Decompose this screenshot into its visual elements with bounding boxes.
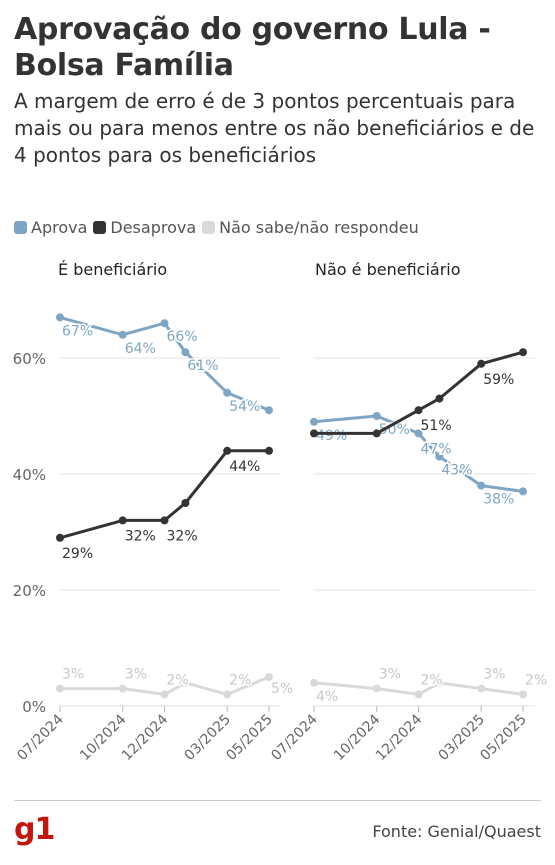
legend-swatch-nao-sabe	[202, 221, 216, 234]
data-label: 67%	[62, 323, 93, 339]
data-point	[519, 487, 527, 496]
series-line	[313, 414, 524, 493]
panel-title-beneficiario: É beneficiário	[58, 260, 168, 279]
data-label: 47%	[421, 441, 452, 457]
x-tick-label: 07/2024	[14, 711, 67, 764]
data-point	[435, 678, 444, 687]
data-point	[414, 690, 423, 699]
data-point	[118, 330, 127, 339]
data-point	[310, 429, 318, 438]
data-point	[310, 417, 318, 426]
series-line	[313, 681, 524, 696]
data-label: 4%	[316, 689, 338, 705]
data-point	[372, 429, 381, 438]
data-label: 29%	[62, 546, 93, 562]
data-label: 64%	[125, 341, 156, 357]
footer-divider	[14, 800, 541, 801]
data-point	[435, 452, 444, 461]
data-point	[56, 684, 64, 693]
legend-item-nao-sabe: Não sabe/não respondeu	[202, 218, 419, 237]
series-line	[314, 350, 524, 435]
data-point	[118, 516, 127, 525]
data-label: 38%	[483, 492, 514, 508]
legend-swatch-desaprova	[93, 221, 107, 234]
data-label: 32%	[167, 528, 198, 544]
data-label: 3%	[62, 667, 84, 683]
x-tick-label: 05/2025	[477, 712, 529, 764]
y-tick-label: 40%	[13, 466, 46, 484]
data-point	[181, 678, 190, 687]
data-label: 32%	[125, 528, 156, 544]
data-point	[372, 684, 381, 693]
data-point	[181, 499, 190, 507]
data-point	[414, 429, 423, 438]
x-tick-label: 12/2024	[373, 711, 426, 764]
data-point	[477, 684, 486, 693]
data-label: 2%	[167, 672, 189, 688]
data-point	[56, 533, 64, 542]
data-label: 59%	[483, 372, 514, 388]
data-point	[477, 481, 486, 490]
y-tick-label: 0%	[22, 698, 46, 716]
data-label: 3%	[379, 667, 401, 683]
data-point	[310, 678, 318, 687]
data-point	[223, 388, 232, 397]
data-point	[181, 348, 190, 357]
data-point	[160, 690, 169, 699]
data-point	[265, 446, 273, 455]
g1-logo: g1	[14, 812, 55, 847]
data-label: 54%	[229, 399, 260, 415]
data-point	[265, 673, 273, 681]
data-point	[223, 446, 232, 455]
legend-label-aprova: Aprova	[31, 218, 88, 237]
data-label: 51%	[421, 418, 452, 434]
data-point	[435, 394, 444, 403]
data-label: 2%	[525, 672, 547, 688]
data-point	[477, 359, 486, 368]
data-label: 61%	[187, 358, 218, 374]
x-tick-label: 12/2024	[119, 711, 172, 764]
data-point	[519, 690, 527, 699]
data-point	[265, 406, 273, 415]
legend: Aprova Desaprova Não sabe/não respondeu	[14, 218, 425, 237]
series-line	[59, 315, 270, 412]
data-point	[56, 313, 64, 322]
data-label: 2%	[421, 672, 443, 688]
panel-title-nao-beneficiario: Não é beneficiário	[315, 260, 461, 279]
data-label: 3%	[125, 667, 147, 683]
data-point	[160, 319, 169, 328]
x-tick-label: 05/2025	[223, 712, 275, 764]
source-text: Fonte: Genial/Quaest	[372, 822, 541, 841]
legend-label-desaprova: Desaprova	[110, 218, 197, 237]
series-line	[59, 449, 269, 540]
data-point	[414, 406, 423, 415]
data-point	[223, 690, 232, 699]
data-label: 43%	[441, 463, 472, 479]
series-line	[60, 675, 270, 696]
y-tick-label: 20%	[13, 582, 46, 600]
legend-item-desaprova: Desaprova	[93, 218, 196, 237]
data-label: 2%	[229, 672, 251, 688]
data-label: 66%	[167, 329, 198, 345]
data-label: 44%	[229, 459, 260, 475]
y-tick-label: 60%	[13, 350, 46, 368]
legend-swatch-aprova	[14, 221, 27, 234]
data-label: 50%	[379, 422, 410, 438]
data-point	[519, 348, 527, 357]
data-point	[372, 412, 381, 420]
page-subtitle: A margem de erro é de 3 pontos percentua…	[14, 89, 535, 167]
data-point	[160, 516, 169, 525]
data-label: 49%	[316, 428, 347, 444]
data-point	[118, 684, 127, 693]
page-title: Aprovação do governo Lula - Bolsa Famíli…	[14, 12, 491, 83]
data-label: 5%	[271, 681, 293, 697]
legend-item-aprova: Aprova	[14, 218, 87, 237]
data-label: 3%	[483, 667, 505, 683]
x-tick-label: 07/2024	[268, 711, 321, 764]
legend-label-nao-sabe: Não sabe/não respondeu	[219, 218, 419, 237]
